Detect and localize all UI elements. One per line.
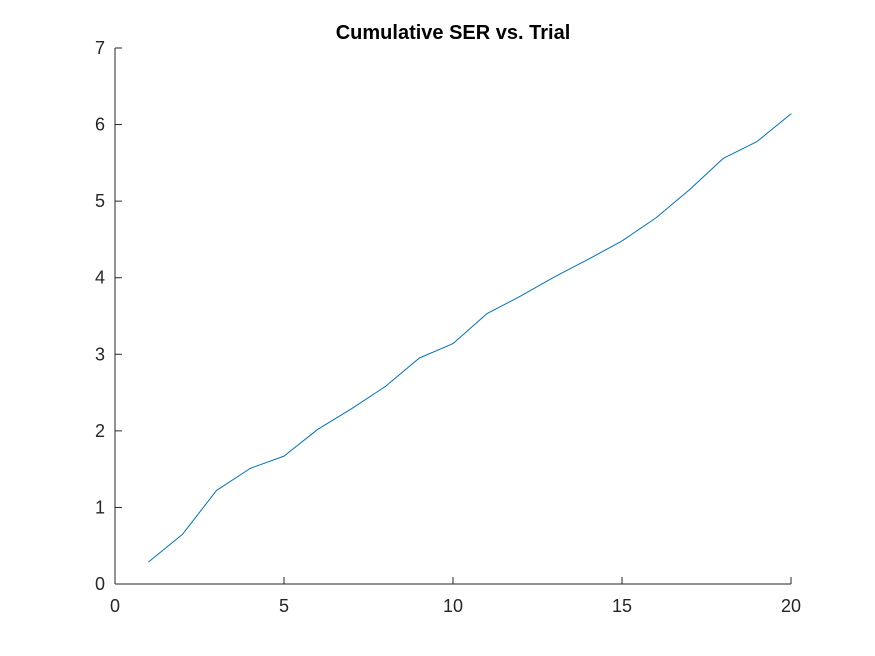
data-point (689, 189, 691, 191)
data-point (520, 295, 522, 297)
data-point (418, 357, 420, 359)
data-point (182, 533, 184, 535)
axes: 0 5 10 15 20 0 1 2 3 4 5 6 7 (95, 38, 801, 616)
data-point (655, 217, 657, 219)
series-line (148, 113, 792, 563)
x-tick-label: 10 (443, 596, 463, 616)
x-tick-label: 5 (279, 596, 289, 616)
y-tick-label: 0 (95, 574, 105, 594)
data-point (554, 276, 556, 278)
y-tick-label: 5 (95, 191, 105, 211)
series-layer (148, 113, 792, 563)
x-tick-label: 20 (781, 596, 801, 616)
data-point (351, 408, 353, 410)
y-tick-label: 4 (95, 268, 105, 288)
data-point (317, 429, 319, 431)
y-tick-label: 3 (95, 344, 105, 364)
y-tick-label: 7 (95, 38, 105, 58)
data-point (756, 141, 758, 143)
y-tick-label: 2 (95, 421, 105, 441)
data-point (452, 343, 454, 345)
chart-title: Cumulative SER vs. Trial (336, 22, 571, 44)
y-tick-label: 1 (95, 497, 105, 517)
data-point (283, 455, 285, 457)
x-tick-label: 15 (612, 596, 632, 616)
data-point (790, 113, 792, 115)
data-point (385, 386, 387, 388)
data-point (216, 490, 218, 492)
x-tick-label: 0 (110, 596, 120, 616)
y-tick-label: 6 (95, 115, 105, 135)
data-point (249, 468, 251, 470)
data-point (723, 157, 725, 159)
data-point (621, 240, 623, 242)
data-point (587, 259, 589, 261)
data-point (486, 313, 488, 315)
data-point (148, 561, 150, 563)
